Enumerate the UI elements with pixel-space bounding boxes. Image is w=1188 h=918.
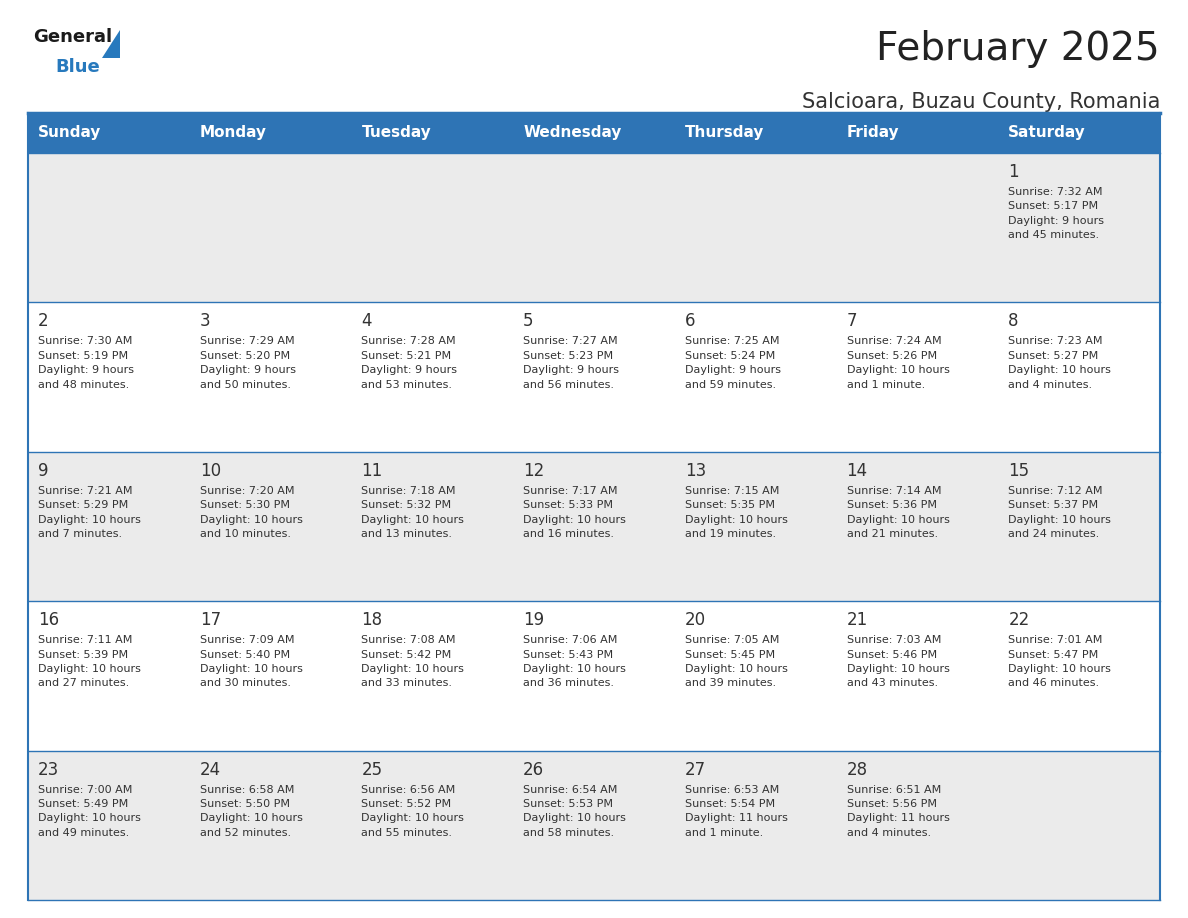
Text: Friday: Friday [847,126,899,140]
Text: Sunrise: 7:11 AM
Sunset: 5:39 PM
Daylight: 10 hours
and 27 minutes.: Sunrise: 7:11 AM Sunset: 5:39 PM Dayligh… [38,635,141,688]
Text: 21: 21 [847,611,867,629]
Text: 12: 12 [523,462,544,480]
Text: Monday: Monday [200,126,267,140]
Text: 22: 22 [1009,611,1030,629]
Text: General: General [33,28,112,46]
Text: Sunrise: 6:58 AM
Sunset: 5:50 PM
Daylight: 10 hours
and 52 minutes.: Sunrise: 6:58 AM Sunset: 5:50 PM Dayligh… [200,785,303,838]
Text: Sunrise: 7:05 AM
Sunset: 5:45 PM
Daylight: 10 hours
and 39 minutes.: Sunrise: 7:05 AM Sunset: 5:45 PM Dayligh… [684,635,788,688]
Text: Sunrise: 7:18 AM
Sunset: 5:32 PM
Daylight: 10 hours
and 13 minutes.: Sunrise: 7:18 AM Sunset: 5:32 PM Dayligh… [361,486,465,539]
Text: Saturday: Saturday [1009,126,1086,140]
Text: Sunrise: 7:30 AM
Sunset: 5:19 PM
Daylight: 9 hours
and 48 minutes.: Sunrise: 7:30 AM Sunset: 5:19 PM Dayligh… [38,336,134,389]
Bar [29,153,1159,302]
Text: 26: 26 [523,761,544,778]
Text: Sunrise: 6:54 AM
Sunset: 5:53 PM
Daylight: 10 hours
and 58 minutes.: Sunrise: 6:54 AM Sunset: 5:53 PM Dayligh… [523,785,626,838]
Text: 14: 14 [847,462,867,480]
Text: Sunrise: 7:03 AM
Sunset: 5:46 PM
Daylight: 10 hours
and 43 minutes.: Sunrise: 7:03 AM Sunset: 5:46 PM Dayligh… [847,635,949,688]
Bar [29,113,1159,153]
Text: 16: 16 [38,611,59,629]
Text: Sunrise: 7:06 AM
Sunset: 5:43 PM
Daylight: 10 hours
and 36 minutes.: Sunrise: 7:06 AM Sunset: 5:43 PM Dayligh… [523,635,626,688]
Text: Sunrise: 7:14 AM
Sunset: 5:36 PM
Daylight: 10 hours
and 21 minutes.: Sunrise: 7:14 AM Sunset: 5:36 PM Dayligh… [847,486,949,539]
Text: Salcioara, Buzau County, Romania: Salcioara, Buzau County, Romania [802,92,1159,112]
Text: Sunday: Sunday [38,126,101,140]
Text: Sunrise: 6:53 AM
Sunset: 5:54 PM
Daylight: 11 hours
and 1 minute.: Sunrise: 6:53 AM Sunset: 5:54 PM Dayligh… [684,785,788,838]
Text: Sunrise: 6:51 AM
Sunset: 5:56 PM
Daylight: 11 hours
and 4 minutes.: Sunrise: 6:51 AM Sunset: 5:56 PM Dayligh… [847,785,949,838]
Text: 9: 9 [38,462,49,480]
Text: 8: 8 [1009,312,1019,330]
Text: February 2025: February 2025 [877,30,1159,68]
Text: 15: 15 [1009,462,1030,480]
Text: 10: 10 [200,462,221,480]
Text: Sunrise: 7:21 AM
Sunset: 5:29 PM
Daylight: 10 hours
and 7 minutes.: Sunrise: 7:21 AM Sunset: 5:29 PM Dayligh… [38,486,141,539]
Text: Sunrise: 7:25 AM
Sunset: 5:24 PM
Daylight: 9 hours
and 59 minutes.: Sunrise: 7:25 AM Sunset: 5:24 PM Dayligh… [684,336,781,389]
Text: 20: 20 [684,611,706,629]
Text: 1: 1 [1009,163,1019,181]
Bar [29,452,1159,601]
Text: 28: 28 [847,761,867,778]
Polygon shape [101,30,120,58]
Text: 6: 6 [684,312,695,330]
Text: Sunrise: 7:08 AM
Sunset: 5:42 PM
Daylight: 10 hours
and 33 minutes.: Sunrise: 7:08 AM Sunset: 5:42 PM Dayligh… [361,635,465,688]
Text: Sunrise: 7:29 AM
Sunset: 5:20 PM
Daylight: 9 hours
and 50 minutes.: Sunrise: 7:29 AM Sunset: 5:20 PM Dayligh… [200,336,296,389]
Text: 18: 18 [361,611,383,629]
Text: Blue: Blue [55,58,100,76]
Text: Sunrise: 7:24 AM
Sunset: 5:26 PM
Daylight: 10 hours
and 1 minute.: Sunrise: 7:24 AM Sunset: 5:26 PM Dayligh… [847,336,949,389]
Bar [29,302,1159,452]
Text: 13: 13 [684,462,706,480]
Bar [29,751,1159,900]
Text: Sunrise: 7:09 AM
Sunset: 5:40 PM
Daylight: 10 hours
and 30 minutes.: Sunrise: 7:09 AM Sunset: 5:40 PM Dayligh… [200,635,303,688]
Text: 25: 25 [361,761,383,778]
Text: Thursday: Thursday [684,126,764,140]
Text: 2: 2 [38,312,49,330]
Text: 24: 24 [200,761,221,778]
Text: 19: 19 [523,611,544,629]
Text: Sunrise: 6:56 AM
Sunset: 5:52 PM
Daylight: 10 hours
and 55 minutes.: Sunrise: 6:56 AM Sunset: 5:52 PM Dayligh… [361,785,465,838]
Text: Sunrise: 7:17 AM
Sunset: 5:33 PM
Daylight: 10 hours
and 16 minutes.: Sunrise: 7:17 AM Sunset: 5:33 PM Dayligh… [523,486,626,539]
Text: Sunrise: 7:15 AM
Sunset: 5:35 PM
Daylight: 10 hours
and 19 minutes.: Sunrise: 7:15 AM Sunset: 5:35 PM Dayligh… [684,486,788,539]
Text: 11: 11 [361,462,383,480]
Text: Sunrise: 7:27 AM
Sunset: 5:23 PM
Daylight: 9 hours
and 56 minutes.: Sunrise: 7:27 AM Sunset: 5:23 PM Dayligh… [523,336,619,389]
Text: 4: 4 [361,312,372,330]
Text: Sunrise: 7:00 AM
Sunset: 5:49 PM
Daylight: 10 hours
and 49 minutes.: Sunrise: 7:00 AM Sunset: 5:49 PM Dayligh… [38,785,141,838]
Text: Sunrise: 7:20 AM
Sunset: 5:30 PM
Daylight: 10 hours
and 10 minutes.: Sunrise: 7:20 AM Sunset: 5:30 PM Dayligh… [200,486,303,539]
Text: Sunrise: 7:01 AM
Sunset: 5:47 PM
Daylight: 10 hours
and 46 minutes.: Sunrise: 7:01 AM Sunset: 5:47 PM Dayligh… [1009,635,1111,688]
Text: 23: 23 [38,761,59,778]
Text: Sunrise: 7:12 AM
Sunset: 5:37 PM
Daylight: 10 hours
and 24 minutes.: Sunrise: 7:12 AM Sunset: 5:37 PM Dayligh… [1009,486,1111,539]
Bar [29,601,1159,751]
Text: 5: 5 [523,312,533,330]
Text: Tuesday: Tuesday [361,126,431,140]
Text: Sunrise: 7:28 AM
Sunset: 5:21 PM
Daylight: 9 hours
and 53 minutes.: Sunrise: 7:28 AM Sunset: 5:21 PM Dayligh… [361,336,457,389]
Text: 7: 7 [847,312,857,330]
Text: 3: 3 [200,312,210,330]
Text: Sunrise: 7:23 AM
Sunset: 5:27 PM
Daylight: 10 hours
and 4 minutes.: Sunrise: 7:23 AM Sunset: 5:27 PM Dayligh… [1009,336,1111,389]
Text: Sunrise: 7:32 AM
Sunset: 5:17 PM
Daylight: 9 hours
and 45 minutes.: Sunrise: 7:32 AM Sunset: 5:17 PM Dayligh… [1009,187,1105,241]
Text: 17: 17 [200,611,221,629]
Text: Wednesday: Wednesday [523,126,621,140]
Text: 27: 27 [684,761,706,778]
